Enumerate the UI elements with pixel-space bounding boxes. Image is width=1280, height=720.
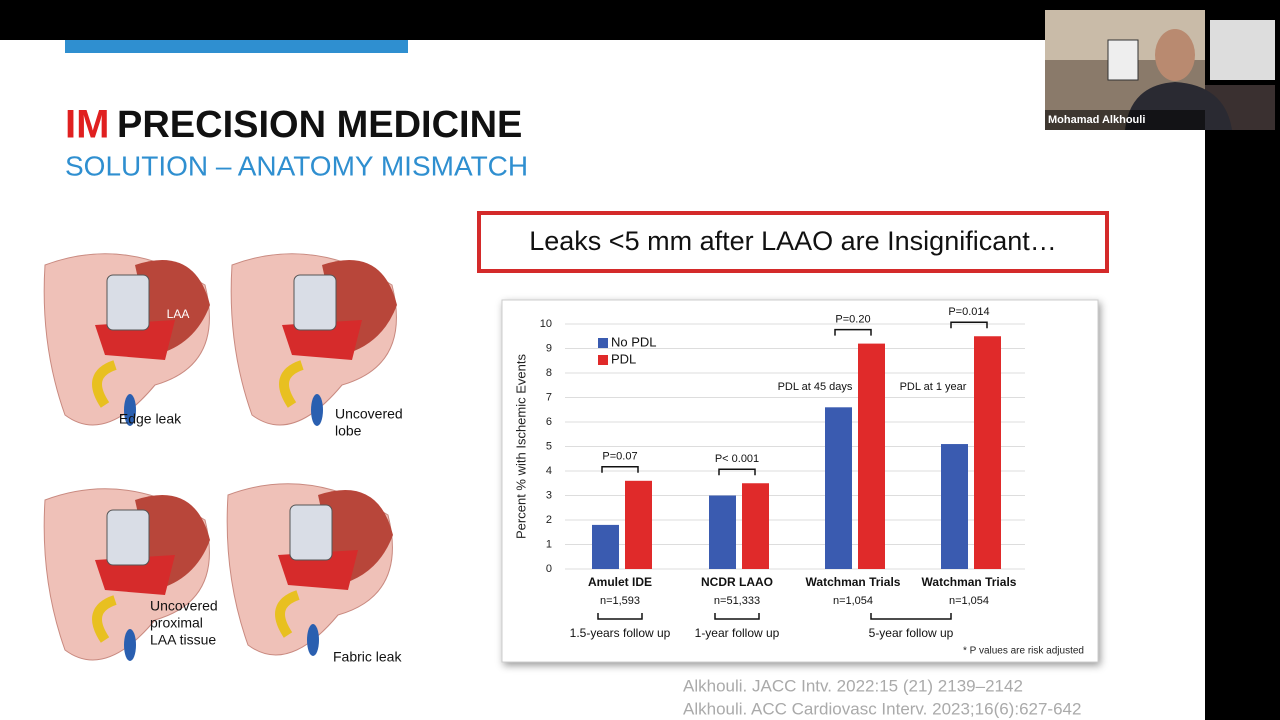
p-value: P< 0.001 xyxy=(715,453,759,465)
device xyxy=(106,509,150,566)
y-tick-label: 9 xyxy=(546,342,552,354)
follow-up-label: 1.5-years follow up xyxy=(570,626,671,640)
webcam-window xyxy=(1210,20,1275,80)
y-tick-label: 10 xyxy=(540,318,552,330)
y-tick-label: 1 xyxy=(546,538,552,550)
bar xyxy=(941,444,968,569)
figure-label: lobe xyxy=(335,423,362,439)
y-tick-label: 4 xyxy=(546,465,552,477)
bar xyxy=(592,524,619,569)
figure-label: Uncovered xyxy=(150,598,218,614)
anatomy-figures: Edge leak UncoveredlobeUncoveredproximalL… xyxy=(43,253,403,665)
blue-vessel xyxy=(124,394,136,426)
figure-label: Fabric leak xyxy=(333,649,402,665)
sample-size: n=51,333 xyxy=(714,595,760,607)
x-tick-label: Amulet IDE xyxy=(588,575,652,589)
p-value: P=0.20 xyxy=(835,314,870,326)
y-axis-label: Percent % with Ischemic Events xyxy=(513,354,528,539)
bar xyxy=(858,343,885,569)
y-tick-label: 2 xyxy=(546,514,552,526)
callout-text: Leaks <5 mm after LAAO are Insignificant… xyxy=(529,226,1057,256)
x-tick-label: Watchman Trials xyxy=(806,575,901,589)
y-tick-label: 3 xyxy=(546,489,552,501)
yellow-vessel xyxy=(279,360,304,408)
figure-label: proximal xyxy=(150,615,203,631)
p-bracket xyxy=(834,328,872,336)
bar xyxy=(625,480,652,569)
figure-label: LAA xyxy=(167,307,190,321)
legend-label: No PDL xyxy=(611,334,657,349)
sample-size: n=1,054 xyxy=(833,595,873,607)
follow-up-bracket xyxy=(597,613,643,620)
blue-vessel xyxy=(124,629,136,661)
follow-up-label: 1-year follow up xyxy=(695,626,780,640)
yellow-vessel xyxy=(92,595,117,643)
follow-up-bracket xyxy=(870,613,952,620)
y-tick-label: 6 xyxy=(546,416,552,428)
x-tick-label: NCDR LAAO xyxy=(701,575,773,589)
p-bracket xyxy=(950,321,988,329)
webcam-face xyxy=(1155,29,1195,81)
period-label: PDL at 1 year xyxy=(900,381,967,393)
p-value: P=0.07 xyxy=(602,451,637,463)
bar xyxy=(825,407,852,569)
legend-swatch xyxy=(598,355,608,365)
figure-label: Uncovered xyxy=(335,406,403,422)
footnote: * P values are risk adjusted xyxy=(963,646,1084,657)
y-tick-label: 7 xyxy=(546,391,552,403)
p-bracket xyxy=(601,466,639,473)
sample-size: n=1,593 xyxy=(600,595,640,607)
subtitle: SOLUTION – ANATOMY MISMATCH xyxy=(65,150,528,181)
y-tick-label: 5 xyxy=(546,440,552,452)
figure-label: Edge leak xyxy=(119,411,182,427)
chart: 0 1 2 3 4 5 6 7 8 9 10 Percent % with Ischemic Even… xyxy=(513,306,1084,656)
webcam-tile: Mohamad Alkhouli xyxy=(1045,10,1275,130)
title-red: IM xyxy=(65,103,109,147)
webcam-name-bg xyxy=(1045,110,1205,130)
follow-up-bracket xyxy=(714,613,760,620)
sample-size: n=1,054 xyxy=(949,595,989,607)
y-tick-label: 8 xyxy=(546,367,552,379)
legend-label: PDL xyxy=(611,351,636,366)
chart-panel xyxy=(501,299,1099,663)
citation: Alkhouli. JACC Intv. 2022:15 (21) 2139–2… xyxy=(683,676,1023,695)
y-tick-label: 0 xyxy=(546,563,552,575)
yellow-vessel xyxy=(92,360,117,408)
device xyxy=(293,274,337,331)
device xyxy=(106,274,150,331)
webcam-name: Mohamad Alkhouli xyxy=(1048,114,1145,126)
p-bracket xyxy=(718,468,756,476)
title: PRECISION MEDICINE xyxy=(117,104,522,146)
yellow-vessel xyxy=(275,590,300,638)
figure-label: LAA tissue xyxy=(150,632,216,648)
period-label: PDL at 45 days xyxy=(778,381,853,393)
p-value: P=0.014 xyxy=(948,306,989,318)
callout-box xyxy=(477,211,1109,273)
x-tick-label: Watchman Trials xyxy=(922,575,1017,589)
webcam-frame xyxy=(1107,39,1139,81)
blue-vessel xyxy=(307,624,319,656)
bar xyxy=(742,483,769,569)
follow-up-label: 5-year follow up xyxy=(869,626,954,640)
legend-swatch xyxy=(598,338,608,348)
device xyxy=(289,504,333,561)
blue-vessel xyxy=(311,394,323,426)
citation: Alkhouli. ACC Cardiovasc Interv. 2023;16… xyxy=(683,699,1081,718)
accent-bar xyxy=(65,40,408,53)
bar xyxy=(974,336,1001,569)
bar xyxy=(709,495,736,569)
